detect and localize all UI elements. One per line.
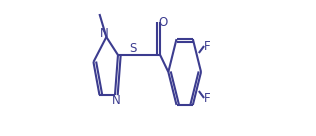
Text: N: N [100,27,108,40]
Text: O: O [159,16,168,29]
Text: S: S [129,42,137,55]
Text: F: F [204,39,210,52]
Text: F: F [204,92,210,104]
Text: N: N [112,94,121,107]
